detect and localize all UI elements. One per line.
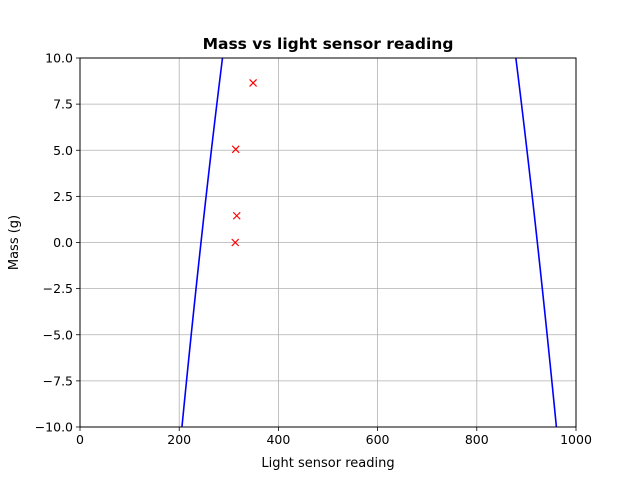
data-point-marker	[231, 145, 240, 154]
y-tick-label: 5.0	[53, 143, 73, 158]
x-axis-label: Light sensor reading	[261, 456, 394, 471]
x-tick-label: 600	[366, 432, 390, 447]
data-point-marker	[231, 238, 240, 247]
y-tick-label: −10.0	[35, 420, 73, 435]
x-tick-label: 200	[167, 432, 191, 447]
series-layer	[181, 58, 558, 427]
chart-title: Mass vs light sensor reading	[203, 35, 454, 53]
data-point-marker	[232, 211, 241, 220]
y-tick-label: 0.0	[53, 235, 73, 250]
y-axis-label: Mass (g)	[7, 215, 22, 270]
x-tick-label: 800	[465, 432, 489, 447]
x-tick-label: 1000	[560, 432, 592, 447]
y-tick-label: 7.5	[53, 97, 73, 112]
y-tick-label: 10.0	[45, 51, 73, 66]
y-tick-label: 2.5	[53, 189, 73, 204]
x-tick-label: 0	[76, 432, 84, 447]
ticks: 0 200 400 600 800 1000 −10.0 −7.5 −5.0 −2.5 0.0 2.5…	[35, 51, 592, 448]
y-tick-label: −2.5	[43, 281, 73, 296]
y-tick-label: −7.5	[43, 373, 73, 388]
y-tick-label: −5.0	[43, 327, 73, 342]
x-tick-label: 400	[266, 432, 290, 447]
data-point-marker	[249, 78, 258, 87]
